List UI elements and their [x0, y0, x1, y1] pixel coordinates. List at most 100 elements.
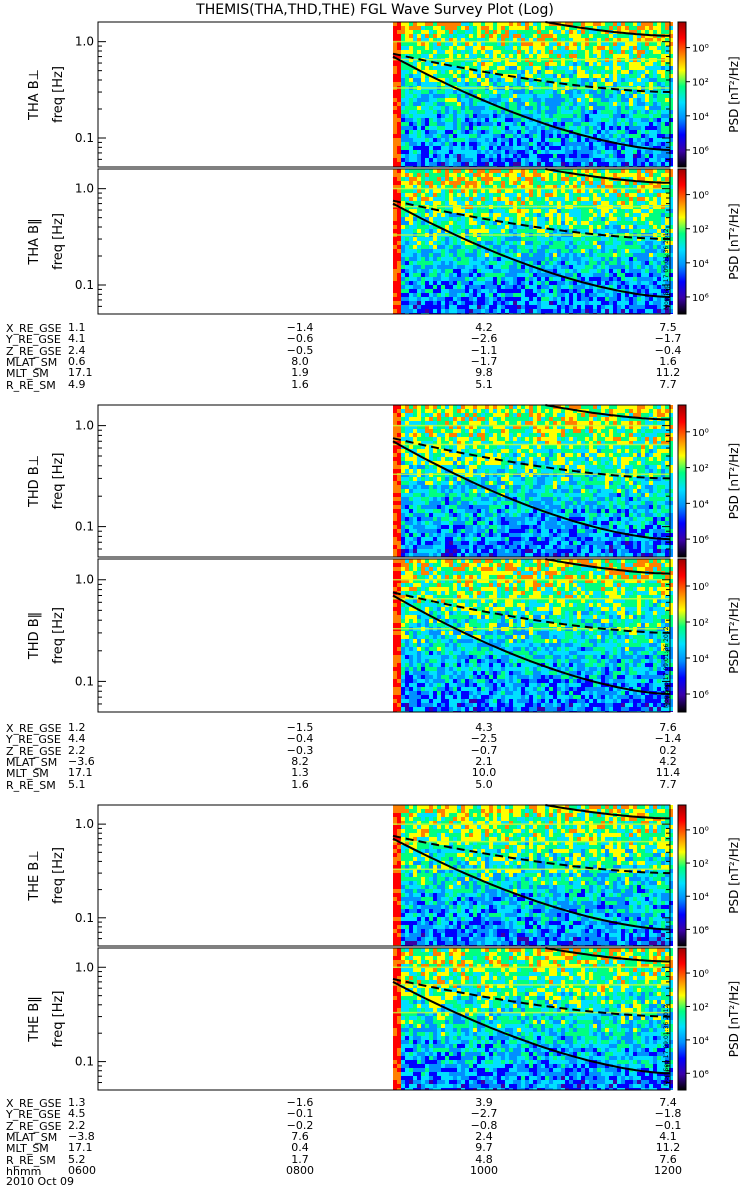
spectrogram-cell	[477, 257, 481, 261]
spectrogram-cell	[501, 281, 505, 285]
spectrogram-cell	[485, 269, 489, 273]
spectrogram-cell	[577, 106, 581, 110]
spectrogram-cell	[433, 217, 437, 221]
spectrogram-cell	[513, 289, 517, 293]
spectrogram-cell	[429, 301, 433, 305]
spectrogram-cell	[545, 74, 549, 78]
spectrogram-cell	[457, 78, 461, 82]
spectrogram-cell	[457, 229, 461, 233]
spectrogram-cell	[577, 297, 581, 301]
spectrogram-cell	[437, 309, 441, 313]
spectrogram-cell	[401, 26, 405, 30]
spectrogram-cell	[557, 150, 561, 154]
spectrogram-cell	[433, 193, 437, 197]
spectrogram-cell	[457, 110, 461, 114]
spectrogram-cell	[485, 289, 489, 293]
spectrogram-cell	[473, 193, 477, 197]
spectrogram-cell	[469, 265, 473, 269]
spectrogram-cell	[501, 217, 505, 221]
spectrogram-cell	[637, 90, 641, 94]
spectrogram-cell	[573, 154, 577, 158]
spectrogram-cell	[437, 249, 441, 253]
spectrogram-cell	[573, 98, 577, 102]
spectrogram-cell	[417, 30, 421, 34]
spectrogram-cell	[449, 110, 453, 114]
spectrogram-cell	[537, 197, 541, 201]
spectrogram-cell	[589, 305, 593, 309]
spectrogram-cell	[553, 154, 557, 158]
spectrogram-cell	[565, 62, 569, 66]
spectrogram-cell	[501, 150, 505, 154]
spectrogram-cell	[505, 297, 509, 301]
spectrogram-cell	[433, 273, 437, 277]
spectrogram-cell	[609, 118, 613, 122]
spectrogram-cell	[649, 150, 653, 154]
spectrogram-cell	[633, 38, 637, 42]
spectrogram-cell	[521, 130, 525, 134]
spectrogram-cell	[429, 126, 433, 130]
spectrogram-cell	[465, 50, 469, 54]
spectrogram-cell	[401, 193, 405, 197]
spectrogram-cell	[637, 114, 641, 118]
spectrogram-cell	[517, 309, 521, 313]
spectrogram-cell	[597, 122, 601, 126]
spectrogram-cell	[481, 142, 485, 146]
spectrogram-cell	[665, 94, 669, 98]
spectrogram-cell	[513, 185, 517, 189]
spectrogram-cell	[513, 130, 517, 134]
spectrogram-cell	[569, 197, 573, 201]
spectrogram-cell	[621, 42, 625, 46]
spectrogram-cell	[485, 82, 489, 86]
spectrogram-cell	[421, 90, 425, 94]
spectrogram-cell	[589, 181, 593, 185]
spectrogram-cell	[605, 193, 609, 197]
spectrogram-cell	[525, 146, 529, 150]
spectrogram-cell	[441, 201, 445, 205]
spectrogram-cell	[485, 90, 489, 94]
spectrogram-cell	[581, 297, 585, 301]
spectrogram-cell	[533, 245, 537, 249]
spectrogram-cell	[421, 229, 425, 233]
spectrogram-cell	[665, 154, 669, 158]
spectrogram-cell	[601, 229, 605, 233]
spectrogram-cell	[449, 106, 453, 110]
spectrogram-cell	[433, 285, 437, 289]
spectrogram-cell	[545, 173, 549, 177]
spectrogram-cell	[501, 46, 505, 50]
spectrogram-cell	[445, 197, 449, 201]
spectrogram-cell	[541, 74, 545, 78]
spectrogram-cell	[497, 169, 501, 173]
spectrogram-cell	[413, 102, 417, 106]
spectrogram-cell	[633, 181, 637, 185]
spectrogram-cell	[585, 305, 589, 309]
spectrogram-cell	[457, 189, 461, 193]
spectrogram-cell	[465, 142, 469, 146]
spectrogram-cell	[569, 54, 573, 58]
spectrogram-cell	[521, 249, 525, 253]
spectrogram-cell	[641, 277, 645, 281]
spectrogram-cell	[425, 309, 429, 313]
spectrogram-cell	[489, 142, 493, 146]
spectrogram-cell	[401, 126, 405, 130]
spectrogram-cell	[393, 201, 397, 205]
spectrogram-cell	[417, 50, 421, 54]
spectrogram-cell	[565, 265, 569, 269]
spectrogram-cell	[617, 249, 621, 253]
spectrogram-cell	[417, 193, 421, 197]
spectrogram-cell	[661, 30, 665, 34]
spectrogram-cell	[413, 42, 417, 46]
spectrogram-cell	[581, 277, 585, 281]
spectrogram-cell	[573, 94, 577, 98]
spectrogram-cell	[421, 26, 425, 30]
spectrogram-cell	[653, 38, 657, 42]
spectrogram-cell	[401, 289, 405, 293]
spectrogram-cell	[489, 122, 493, 126]
spectrogram-cell	[481, 30, 485, 34]
spectrogram-cell	[641, 154, 645, 158]
spectrogram-cell	[453, 154, 457, 158]
spectrogram-cell	[549, 70, 553, 74]
spectrogram-cell	[445, 265, 449, 269]
spectrogram-cell	[477, 217, 481, 221]
spectrogram-cell	[433, 46, 437, 50]
spectrogram-cell	[585, 269, 589, 273]
